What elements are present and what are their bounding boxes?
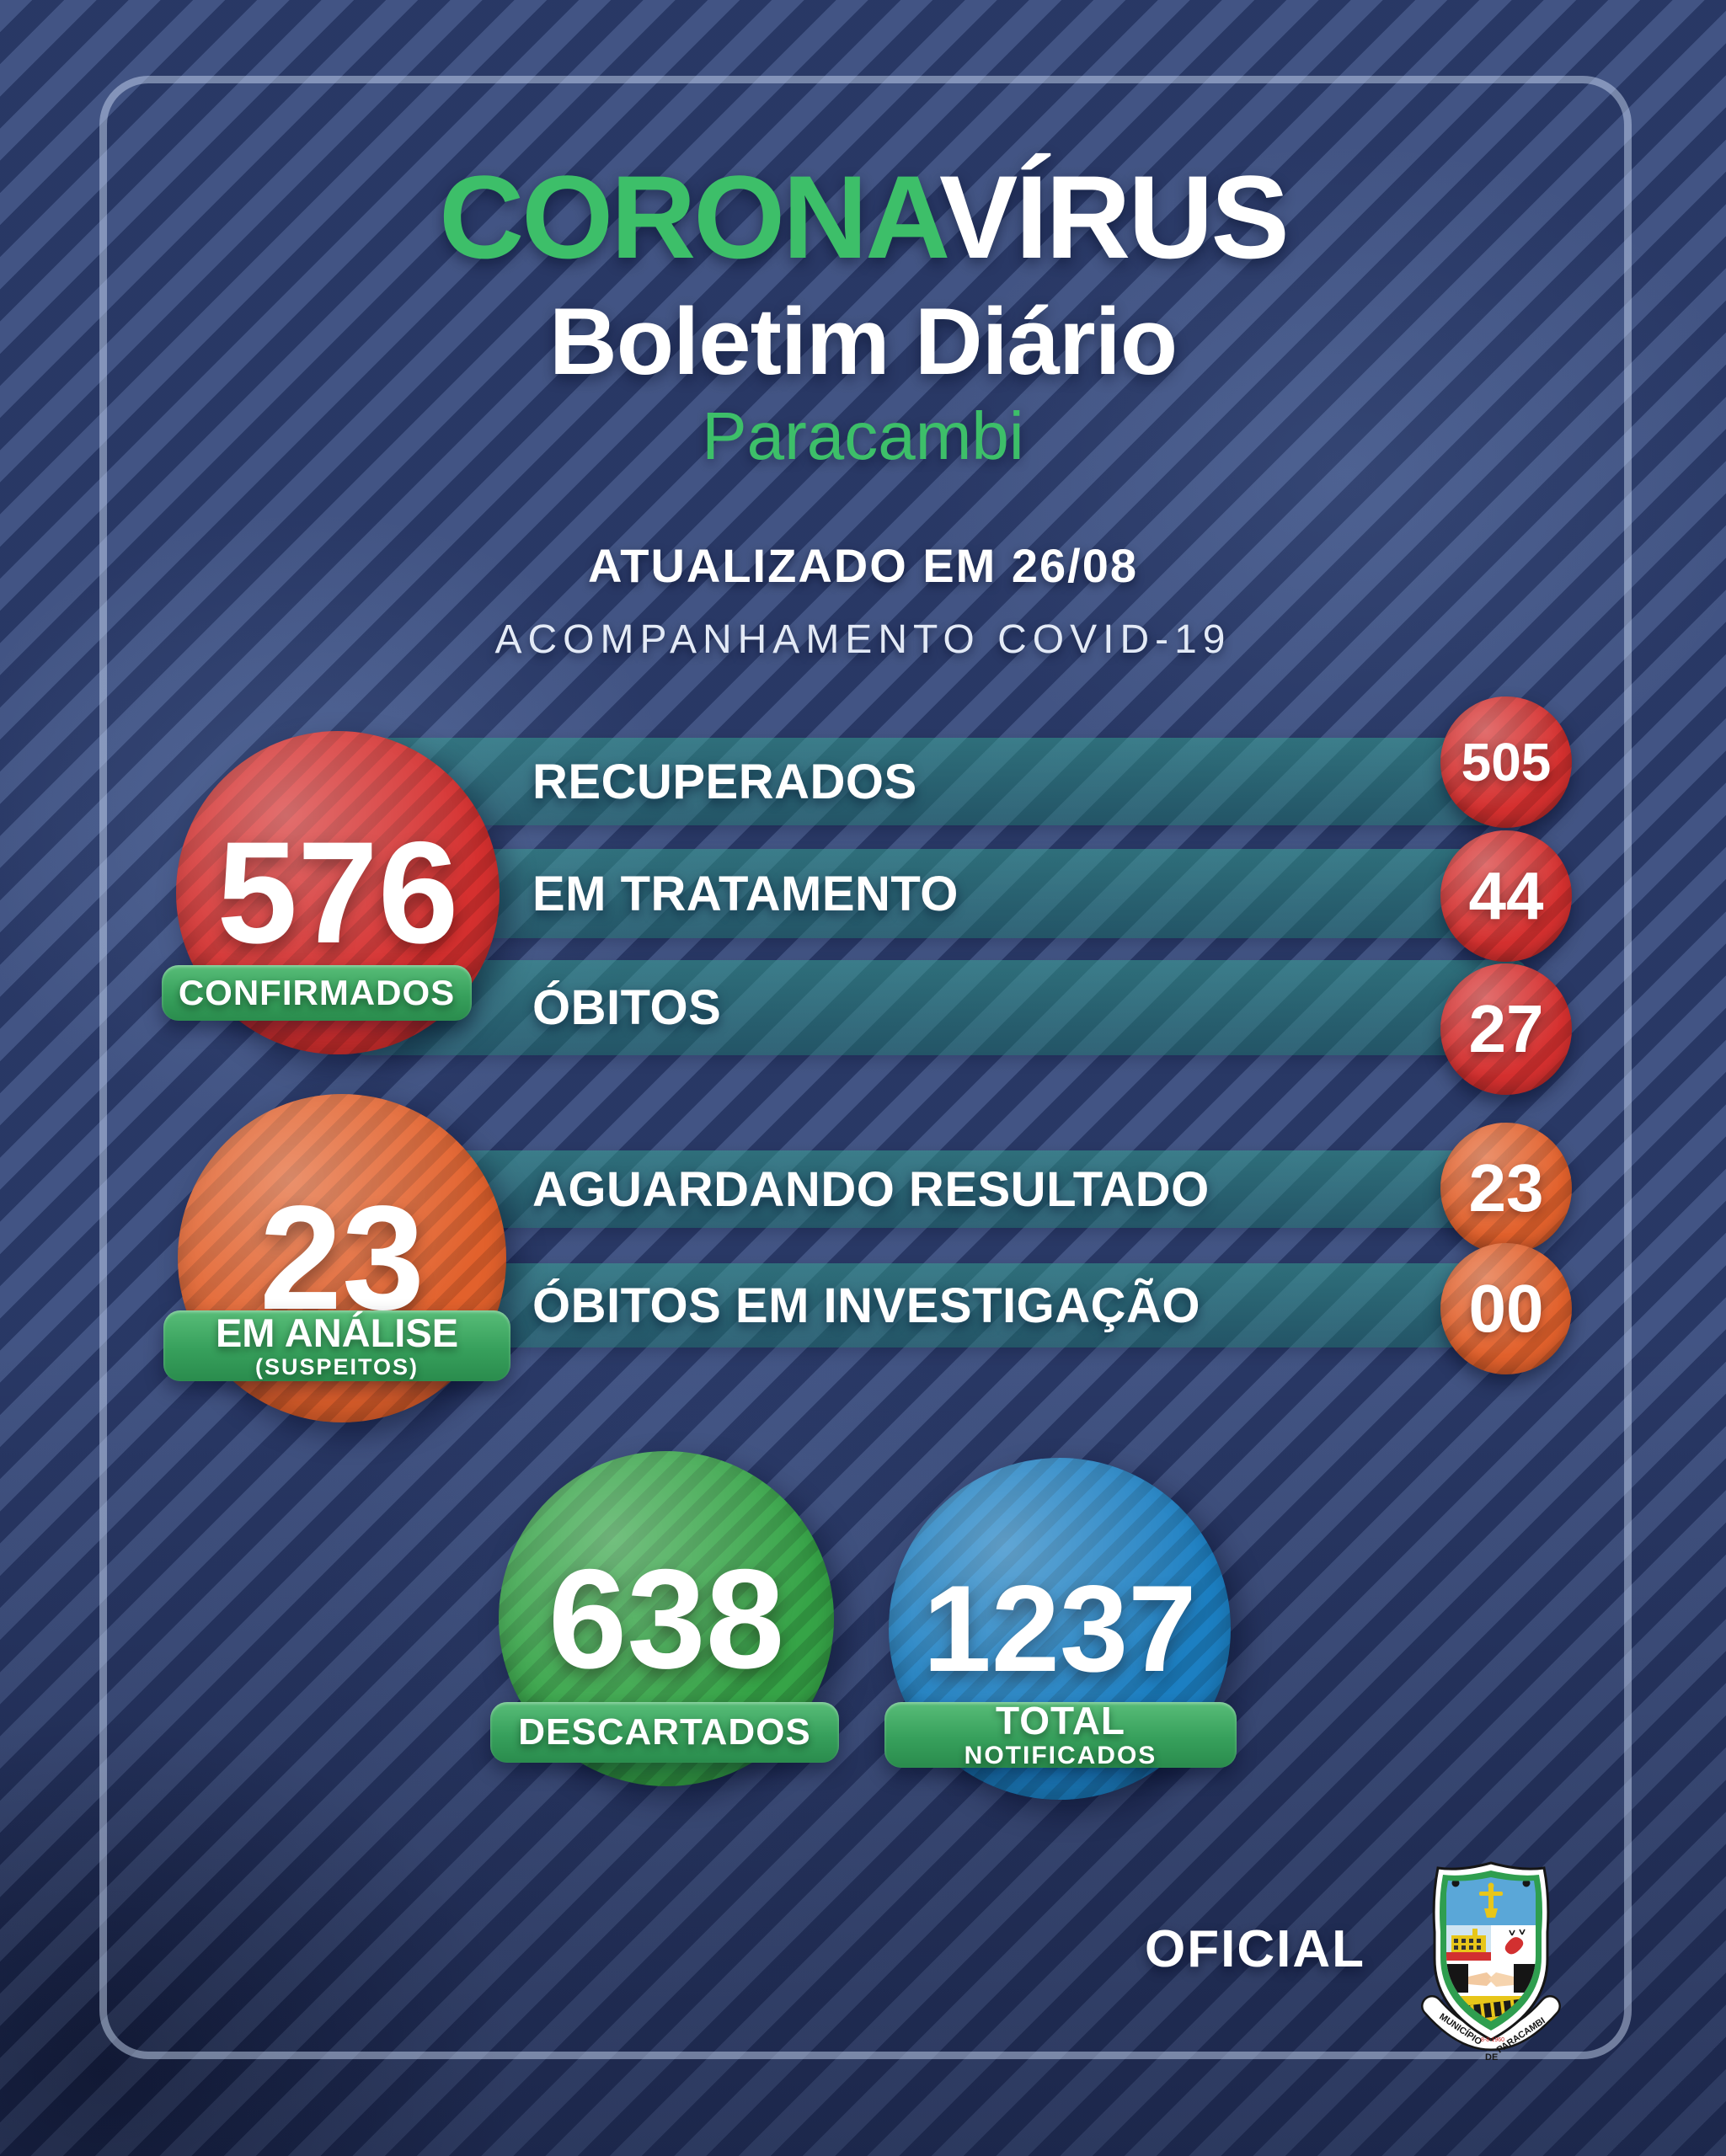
stat-row-obitos-em-investigacao: ÓBITOS EM INVESTIGAÇÃO — [354, 1263, 1526, 1348]
stat-row-em-tratamento: EM TRATAMENTO — [354, 849, 1526, 938]
stat-label: AGUARDANDO RESULTADO — [532, 1161, 1210, 1217]
value-circle-obitos-investigacao: 00 — [1440, 1243, 1572, 1374]
confirmed-label: CONFIRMADOS — [178, 973, 456, 1013]
city-name: Paracambi — [702, 398, 1024, 473]
total-value: 1237 — [922, 1560, 1197, 1697]
stat-value: 505 — [1461, 732, 1552, 792]
stat-label: ÓBITOS — [532, 980, 722, 1035]
crest-date: 8-8-1960 — [1481, 2037, 1504, 2043]
value-circle-recuperados: 505 — [1440, 696, 1572, 828]
confirmed-badge: CONFIRMADOS — [162, 965, 472, 1021]
paracambi-coat-of-arms-icon: MUNICÍPIO 8-8-1960 DE PARACAMBI — [1421, 1861, 1561, 2063]
value-circle-em-tratamento: 44 — [1440, 830, 1572, 962]
stat-value: 00 — [1468, 1271, 1544, 1346]
tracking-caption: ACOMPANHAMENTO COVID-19 — [494, 617, 1232, 662]
stat-row-obitos: ÓBITOS — [354, 960, 1526, 1055]
total-badge: TOTAL NOTIFICADOS — [884, 1698, 1237, 1769]
subtitle: Boletim Diário — [548, 289, 1178, 394]
page-title: CORONAVÍRUS — [0, 158, 1726, 276]
stat-label: ÓBITOS EM INVESTIGAÇÃO — [532, 1278, 1201, 1333]
confirmed-value: 576 — [216, 812, 459, 974]
total-sublabel: NOTIFICADOS — [964, 1741, 1157, 1769]
stat-label: RECUPERADOS — [532, 754, 917, 809]
stat-row-aguardando-resultado: AGUARDANDO RESULTADO — [354, 1150, 1526, 1228]
updated-date: ATUALIZADO EM 26/08 — [587, 539, 1139, 592]
discarded-value: 638 — [548, 1539, 785, 1698]
suspects-sublabel: (SUSPEITOS) — [254, 1353, 419, 1380]
stat-value: 23 — [1468, 1150, 1544, 1225]
stat-value: 44 — [1468, 858, 1544, 933]
title-corona: CORONA — [439, 151, 942, 283]
title-virus: VÍRUS — [938, 151, 1290, 283]
discarded-label: DESCARTADOS — [518, 1711, 811, 1753]
stat-row-recuperados: RECUPERADOS — [354, 738, 1526, 825]
suspects-badge: EM ANÁLISE (SUSPEITOS) — [163, 1310, 510, 1381]
stat-value: 27 — [1468, 991, 1544, 1066]
value-circle-obitos: 27 — [1440, 963, 1572, 1095]
crest-motto-center: DE — [1485, 2052, 1498, 2063]
discarded-badge: DESCARTADOS — [490, 1702, 839, 1763]
suspects-label: EM ANÁLISE — [215, 1310, 459, 1355]
total-label: TOTAL — [995, 1698, 1126, 1742]
stat-label: EM TRATAMENTO — [532, 866, 959, 921]
official-caption: OFICIAL — [1145, 1920, 1365, 1978]
value-circle-aguardando-resultado: 23 — [1440, 1123, 1572, 1254]
